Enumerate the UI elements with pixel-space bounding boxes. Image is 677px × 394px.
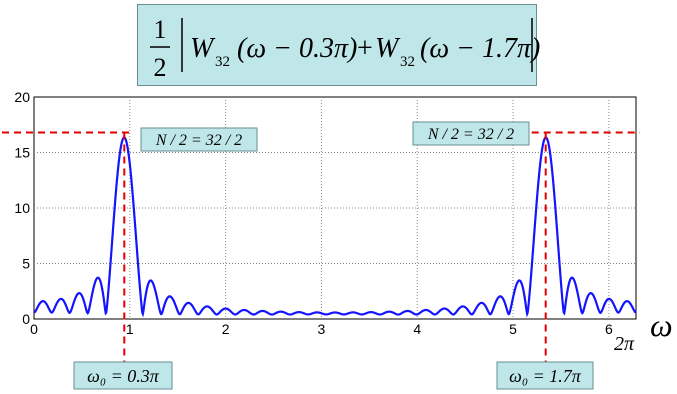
fraction-numerator: 1 [154,15,167,44]
omega-label-right-box [496,361,594,390]
term1-argument: (ω − 0.3π) [237,33,357,64]
term2-argument: (ω − 1.7π) [420,33,540,64]
peak-label-left: N / 2 = 32 / 2 [155,132,242,149]
term2-subscript: 32 [400,54,415,70]
x-tick-label: 3 [318,321,326,337]
y-tick-label: 5 [22,256,30,272]
x-tick-label: 6 [605,321,613,337]
x-tick-label: 0 [30,321,38,337]
x-tick-label: 4 [413,321,421,337]
y-axis-ticks: 0 5 10 15 20 [14,89,30,327]
y-tick-label: 15 [14,145,30,161]
omega-label-right: ω₀ = 1.7π [509,366,582,386]
y-tick-label: 0 [22,311,30,327]
peak-label-right: N / 2 = 32 / 2 [427,126,514,143]
x-tick-label: 2 [222,321,230,337]
formula: 1 2 W 32 (ω − 0.3π) + W 32 (ω − 1.7π) [150,15,540,82]
formula-box [137,4,537,86]
peak-label-right-box [412,121,530,146]
y-tick-label: 20 [14,89,30,105]
x-axis-ticks: 0 1 2 3 4 5 6 [30,321,613,337]
plus-sign: + [357,33,373,64]
x-tick-label: 5 [509,321,517,337]
term1-function: W [190,33,216,64]
omega-label-left-box [73,361,173,390]
x-tick-label: 1 [126,321,134,337]
fraction-denominator: 2 [154,53,167,82]
peak-label-left-box [140,127,258,152]
y-tick-label: 10 [14,200,30,216]
omega-label-left: ω₀ = 0.3π [87,366,160,386]
term1-subscript: 32 [215,54,230,70]
two-pi-label: 2π [614,333,635,355]
term2-function: W [375,33,401,64]
reference-dashes [2,131,640,362]
omega-axis-symbol: ω [650,307,673,343]
spectrum-line [33,136,637,318]
